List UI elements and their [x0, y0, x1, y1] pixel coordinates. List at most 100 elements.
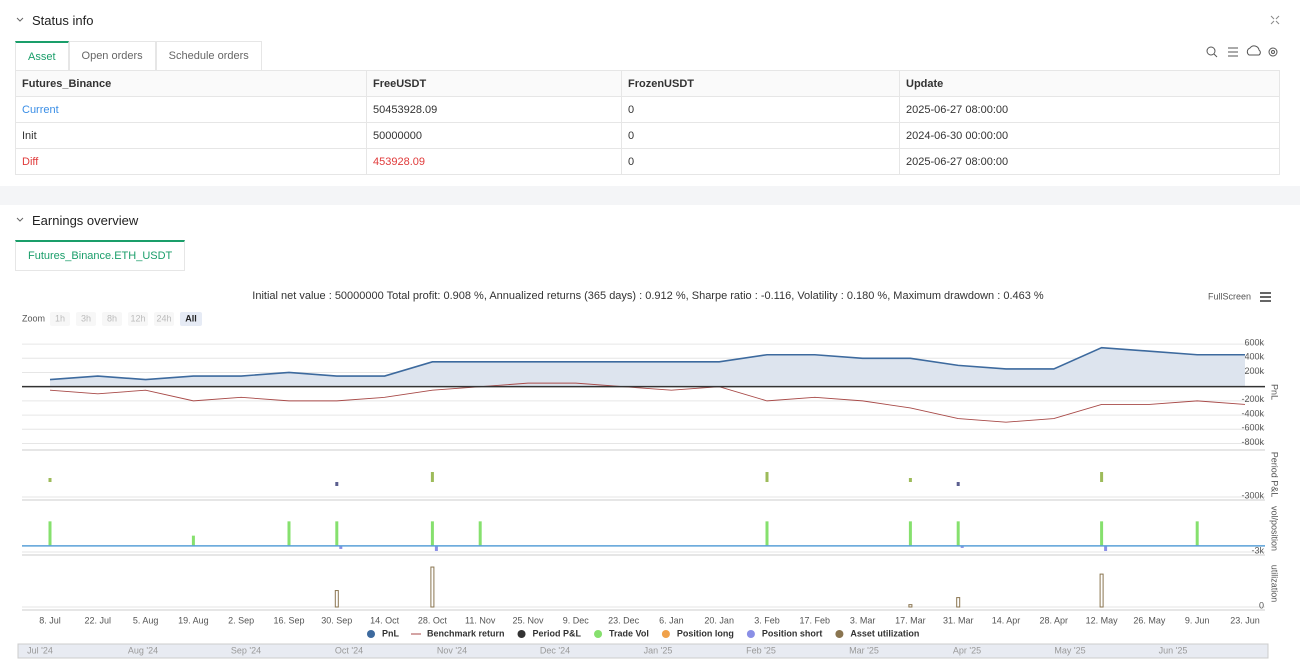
x-tick-label: 14. Oct	[370, 615, 400, 625]
legend-label[interactable]: Trade Vol	[609, 628, 649, 638]
bar	[1100, 521, 1104, 546]
zoom-button-label[interactable]: 3h	[81, 313, 91, 323]
x-tick-label: 8. Jul	[39, 615, 61, 625]
zoom-button[interactable]	[76, 312, 96, 326]
fullscreen-button[interactable]: FullScreen	[1208, 291, 1251, 301]
zoom-button[interactable]	[154, 312, 174, 326]
x-tick-label: 30. Sep	[321, 615, 352, 625]
y-tick-label: -300k	[1241, 490, 1264, 500]
cell: Diff	[15, 148, 367, 175]
tab[interactable]: Asset	[15, 41, 69, 71]
asset-table: Futures_Binance FreeUSDT FrozenUSDT Update …	[15, 70, 1280, 175]
series-line	[49, 346, 1245, 381]
navigator-label: Jun '25	[1159, 645, 1188, 655]
tab[interactable]: Futures_Binance.ETH_USDT	[15, 240, 186, 270]
expand-icon[interactable]	[1268, 13, 1282, 27]
y-tick-label: -3k	[1251, 545, 1264, 555]
zoom-button[interactable]	[128, 312, 148, 326]
legend-label[interactable]: Position long	[677, 628, 734, 638]
bar	[48, 478, 52, 482]
x-tick-label: 11. Nov	[465, 615, 496, 625]
bar	[434, 545, 438, 551]
bar	[908, 478, 912, 482]
zoom-label: Zoom	[22, 313, 45, 323]
collapse-icon[interactable]	[15, 15, 25, 25]
x-tick-label: 9. Dec	[563, 615, 590, 625]
zoom-button-label[interactable]: 1h	[55, 313, 65, 323]
bar	[335, 482, 339, 486]
cell: 0	[621, 148, 900, 175]
header-cell: FreeUSDT	[366, 70, 622, 97]
x-tick-label: 23. Jun	[1230, 615, 1260, 625]
y-axis-label: PnL	[1270, 384, 1280, 400]
pnl-area	[50, 347, 1245, 387]
navigator-label: Nov '24	[437, 645, 467, 655]
y-axis-label: vol/position	[1270, 506, 1280, 551]
bar	[908, 521, 912, 546]
cell: 50453928.09	[366, 96, 622, 123]
x-tick-label: 28. Oct	[418, 615, 448, 625]
bar	[956, 482, 960, 486]
bar	[956, 597, 961, 608]
menu-icon[interactable]	[1260, 292, 1271, 302]
bar	[339, 545, 343, 549]
x-tick-label: 20. Jan	[704, 615, 734, 625]
zoom-button-label[interactable]: All	[185, 313, 197, 323]
bar	[430, 566, 435, 608]
zoom-button[interactable]	[102, 312, 122, 326]
bar	[960, 545, 964, 548]
navigator[interactable]	[17, 643, 1269, 659]
zoom-button-label[interactable]: 8h	[107, 313, 117, 323]
legend-swatch	[835, 630, 844, 638]
x-tick-label: 3. Mar	[850, 615, 876, 625]
legend-label[interactable]: Asset utilization	[850, 628, 919, 638]
bar	[1195, 521, 1199, 546]
header-cell: Futures_Binance	[15, 70, 367, 97]
navigator-label: Oct '24	[335, 645, 363, 655]
bar	[430, 521, 434, 546]
bar	[765, 472, 769, 482]
y-tick-label: -200k	[1241, 394, 1264, 404]
tab[interactable]: Schedule orders	[155, 41, 262, 70]
x-tick-label: 31. Mar	[943, 615, 974, 625]
bar	[765, 521, 769, 546]
x-tick-label: 17. Feb	[800, 615, 831, 625]
x-tick-label: 9. Jun	[1185, 615, 1210, 625]
legend-label[interactable]: Period P&L	[533, 628, 582, 638]
summary: Initial net value : 50000000 Total profi…	[252, 290, 1044, 302]
zoom-button[interactable]	[50, 312, 70, 326]
y-tick-label: 200k	[1244, 366, 1264, 376]
earnings-card: Earnings overview Futures_Binance.ETH_US…	[0, 205, 1300, 669]
navigator-label: May '25	[1054, 645, 1085, 655]
zoom-button-label[interactable]: 24h	[156, 313, 171, 323]
cell: 2025-06-27 08:00:00	[899, 148, 1280, 175]
x-tick-label: 5. Aug	[133, 615, 159, 625]
toolbar-icons[interactable]	[1205, 45, 1281, 59]
section-title: Status info	[32, 13, 94, 28]
bar	[191, 535, 195, 546]
legend-label[interactable]: Benchmark return	[427, 628, 505, 638]
tab-bar: Futures_Binance.ETH_USDT	[15, 240, 186, 271]
x-tick-label: 6. Jan	[659, 615, 684, 625]
zoom-button-label[interactable]: 12h	[130, 313, 145, 323]
navigator-label: Mar '25	[849, 645, 879, 655]
navigator-label: Aug '24	[128, 645, 158, 655]
x-tick-label: 23. Dec	[608, 615, 640, 625]
legend-label[interactable]: PnL	[382, 628, 400, 638]
x-tick-label: 3. Feb	[754, 615, 780, 625]
bar	[430, 472, 434, 482]
collapse-icon[interactable]	[15, 215, 25, 225]
y-axis-label: utilization	[1270, 565, 1280, 603]
navigator-label: Sep '24	[231, 645, 261, 655]
bar	[956, 521, 960, 546]
legend-label[interactable]: Position short	[762, 628, 823, 638]
bar	[908, 604, 913, 608]
tab[interactable]: Open orders	[68, 41, 156, 70]
x-tick-label: 26. May	[1133, 615, 1166, 625]
navigator-label: Apr '25	[953, 645, 981, 655]
y-tick-label: 600k	[1244, 337, 1264, 347]
x-tick-label: 16. Sep	[273, 615, 304, 625]
bar	[287, 521, 291, 546]
zoom-button[interactable]	[180, 312, 202, 326]
